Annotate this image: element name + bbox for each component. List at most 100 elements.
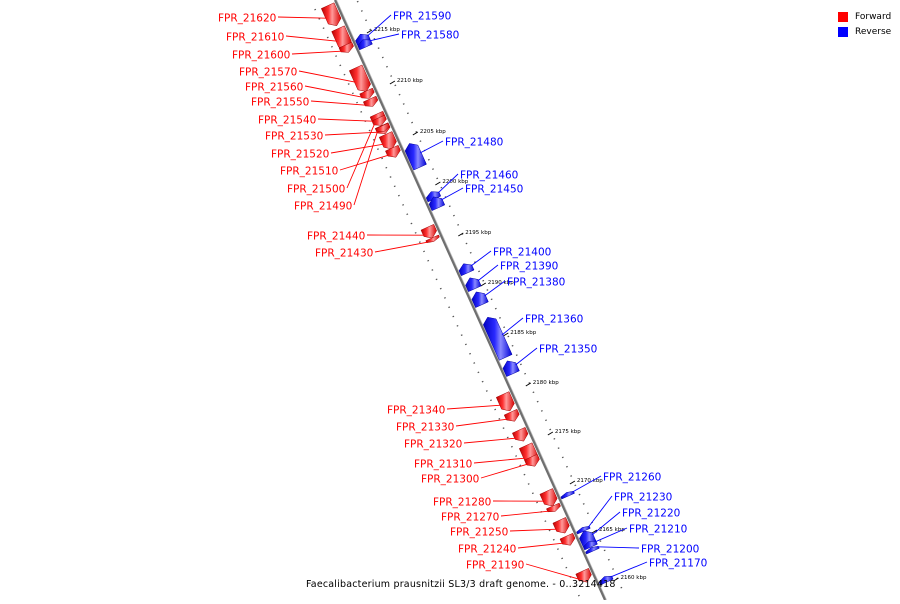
gene-label[interactable]: FPR_21480: [445, 137, 503, 149]
gene-label[interactable]: FPR_21390: [500, 261, 558, 273]
label-leader: [481, 464, 527, 478]
label-leader: [501, 511, 549, 516]
gene-label[interactable]: FPR_21280: [433, 497, 491, 509]
label-leader: [516, 348, 537, 365]
genome-caption: Faecalibacterium prausnitzii SL3/3 draft…: [306, 579, 616, 590]
strand-legend: Forward Reverse: [838, 9, 891, 39]
kbp-tick-mark: [390, 81, 395, 84]
label-leader: [278, 17, 327, 18]
gene-arrow[interactable]: [379, 132, 396, 149]
gene-label[interactable]: FPR_21460: [460, 170, 518, 182]
label-leader: [456, 419, 507, 426]
gene-label[interactable]: FPR_21340: [387, 405, 445, 417]
label-leader: [305, 86, 362, 97]
kbp-tick-mark: [413, 132, 418, 135]
kbp-tick-label: 2160 kbp: [621, 575, 647, 581]
genome-backbone: [335, 0, 606, 600]
label-leader: [471, 251, 491, 266]
kbp-tick-mark: [435, 182, 440, 185]
legend-label-forward: Forward: [855, 12, 891, 22]
gene-label[interactable]: FPR_21230: [614, 492, 672, 504]
label-leader: [299, 71, 356, 82]
gene-label[interactable]: FPR_21600: [232, 50, 290, 62]
gene-label[interactable]: FPR_21200: [641, 544, 699, 556]
gene-label[interactable]: FPR_21250: [450, 527, 508, 539]
gene-label[interactable]: FPR_21540: [258, 115, 316, 127]
gene-label[interactable]: FPR_21310: [414, 459, 472, 471]
legend-item-forward: Forward: [838, 9, 891, 24]
forward-swatch: [838, 12, 848, 22]
legend-label-reverse: Reverse: [855, 27, 891, 37]
kbp-tick-label: 2195 kbp: [465, 230, 491, 236]
gene-label[interactable]: FPR_21500: [287, 184, 345, 196]
label-leader: [474, 458, 525, 463]
gene-label[interactable]: FPR_21430: [315, 248, 373, 260]
kbp-tick-mark: [570, 481, 575, 484]
label-leader: [318, 119, 373, 121]
label-leader: [447, 405, 501, 409]
gene-label[interactable]: FPR_21490: [294, 201, 352, 213]
gene-arrow[interactable]: [540, 489, 557, 506]
label-leader: [464, 438, 516, 443]
gene-label[interactable]: FPR_21450: [465, 184, 523, 196]
label-leader: [478, 265, 498, 281]
gene-arrow[interactable]: [553, 517, 569, 533]
gene-label[interactable]: FPR_21590: [393, 11, 451, 23]
kbp-tick-label: 2175 kbp: [555, 429, 581, 435]
gene-label[interactable]: FPR_21350: [539, 344, 597, 356]
label-leader: [441, 188, 463, 200]
label-leader: [420, 141, 443, 153]
label-leader: [286, 36, 337, 41]
kbp-tick-label: 2210 kbp: [397, 78, 423, 84]
gene-label[interactable]: FPR_21570: [239, 67, 297, 79]
gene-label[interactable]: FPR_21270: [441, 512, 499, 524]
gene-label[interactable]: FPR_21330: [396, 422, 454, 434]
gene-label[interactable]: FPR_21530: [265, 131, 323, 143]
gene-label[interactable]: FPR_21380: [507, 277, 565, 289]
gene-label[interactable]: FPR_21610: [226, 32, 284, 44]
gene-label[interactable]: FPR_21440: [307, 231, 365, 243]
gene-label[interactable]: FPR_21550: [251, 97, 309, 109]
label-leader: [518, 543, 563, 548]
label-leader: [526, 564, 579, 579]
label-leader: [331, 144, 383, 153]
gene-label[interactable]: FPR_21510: [280, 166, 338, 178]
gene-label[interactable]: FPR_21620: [218, 13, 276, 25]
gene-label[interactable]: FPR_21300: [421, 474, 479, 486]
label-leader: [375, 242, 428, 252]
label-leader: [292, 51, 342, 54]
kbp-tick-mark: [481, 283, 486, 286]
gene-label[interactable]: FPR_21170: [649, 558, 707, 570]
gene-label[interactable]: FPR_21360: [525, 314, 583, 326]
label-leader: [311, 101, 366, 105]
kbp-tick-label: 2215 kbp: [374, 27, 400, 33]
gene-label[interactable]: FPR_21240: [458, 544, 516, 556]
legend-item-reverse: Reverse: [838, 24, 891, 39]
gene-label[interactable]: FPR_21260: [603, 472, 661, 484]
gene-arrow[interactable]: [561, 491, 575, 499]
gene-label[interactable]: FPR_21580: [401, 30, 459, 42]
gene-label[interactable]: FPR_21210: [629, 524, 687, 536]
gene-label[interactable]: FPR_21190: [466, 560, 524, 572]
kbp-tick-label: 2170 kbp: [577, 478, 603, 484]
gene-label[interactable]: FPR_21400: [493, 247, 551, 259]
label-leader: [354, 131, 378, 205]
gene-arrow[interactable]: [472, 292, 488, 308]
gene-label[interactable]: FPR_21320: [404, 439, 462, 451]
label-leader: [370, 34, 399, 41]
gene-label[interactable]: FPR_21520: [271, 149, 329, 161]
label-leader: [340, 155, 388, 170]
gene-arrow[interactable]: [421, 224, 437, 238]
label-leader-lines: [278, 15, 647, 579]
kbp-tick-label: 2180 kbp: [533, 380, 559, 386]
gene-arrow[interactable]: [512, 427, 528, 441]
kbp-tick-label: 2185 kbp: [510, 330, 536, 336]
gene-label[interactable]: FPR_21560: [245, 82, 303, 94]
backbone-line: [335, 0, 605, 600]
gene-arrow[interactable]: [405, 143, 426, 170]
gene-label[interactable]: FPR_21220: [622, 508, 680, 520]
reverse-swatch: [838, 27, 848, 37]
